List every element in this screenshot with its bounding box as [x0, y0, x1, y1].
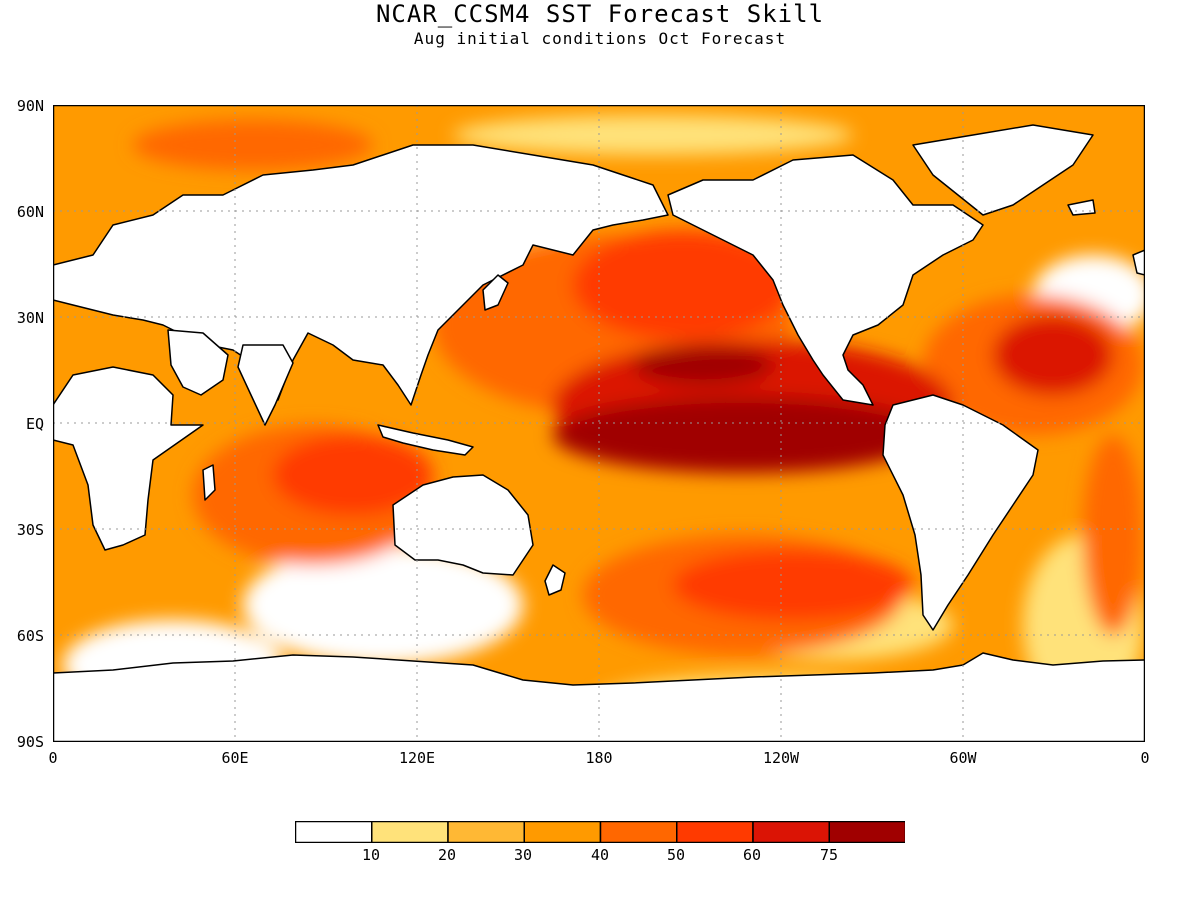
- land-indonesia: [377, 424, 474, 456]
- skill-patch-high: [993, 315, 1113, 395]
- lat-label-90n: 90N: [16, 97, 44, 115]
- lat-label-30s: 30S: [16, 521, 44, 539]
- skill-patch-high: [573, 230, 793, 340]
- legend-swatch: [599, 821, 678, 843]
- map-frame: [53, 105, 1145, 742]
- land-africa: [53, 366, 204, 551]
- graticule: [53, 105, 1145, 742]
- land-uk: [1132, 249, 1145, 276]
- legend-swatch: [295, 821, 373, 843]
- land-new-zealand: [544, 564, 566, 596]
- skill-patch-low: [453, 115, 853, 155]
- skill-patch-high: [673, 550, 913, 620]
- colorbar: [295, 821, 905, 843]
- land-iceland: [1067, 199, 1096, 216]
- land-south-america: [882, 394, 1039, 631]
- lat-label-eq: EQ: [25, 415, 44, 433]
- legend-tick-10: 10: [361, 846, 381, 864]
- legend-swatch: [752, 821, 830, 843]
- skill-patch-high: [273, 435, 433, 515]
- lon-label-60e: 60E: [221, 749, 249, 767]
- sst-skill-map: [53, 105, 1145, 742]
- legend-swatch: [371, 821, 449, 843]
- lon-label-0: 0: [48, 749, 58, 767]
- lat-label-90s: 90S: [16, 733, 44, 751]
- land-arabia: [167, 329, 229, 396]
- legend-tick-60: 60: [742, 846, 762, 864]
- lon-label-60w: 60W: [949, 749, 977, 767]
- lat-label-60s: 60S: [16, 627, 44, 645]
- skill-patch-very-high: [553, 397, 933, 473]
- chart-title: NCAR_CCSM4 SST Forecast Skill: [375, 0, 825, 28]
- lat-label-30n: 30N: [16, 309, 44, 327]
- legend-tick-30: 30: [513, 846, 533, 864]
- legend-tick-40: 40: [590, 846, 610, 864]
- skill-patch-mid: [1083, 435, 1143, 635]
- legend-tick-20: 20: [437, 846, 457, 864]
- land-north-america: [667, 154, 984, 406]
- lon-label-0-right: 0: [1140, 749, 1150, 767]
- legend-tick-75: 75: [819, 846, 839, 864]
- legend-swatch: [523, 821, 602, 843]
- lon-label-120w: 120W: [762, 749, 800, 767]
- land-india: [237, 344, 294, 426]
- land: [53, 124, 1145, 742]
- land-japan: [482, 274, 509, 311]
- land-antarctica: [53, 652, 1145, 742]
- lon-label-120e: 120E: [398, 749, 436, 767]
- land-madagascar: [202, 464, 216, 501]
- legend-tick-50: 50: [666, 846, 686, 864]
- lat-label-60n: 60N: [16, 203, 44, 221]
- skill-patch-mid: [133, 120, 373, 170]
- land-greenland: [912, 124, 1094, 216]
- chart-subtitle: Aug initial conditions Oct Forecast: [413, 29, 787, 48]
- lon-label-180: 180: [585, 749, 613, 767]
- land-australia: [392, 474, 534, 576]
- skill-patch-very-high: [633, 345, 773, 385]
- legend-swatch: [828, 821, 905, 843]
- legend-swatch: [676, 821, 754, 843]
- legend-swatch: [447, 821, 525, 843]
